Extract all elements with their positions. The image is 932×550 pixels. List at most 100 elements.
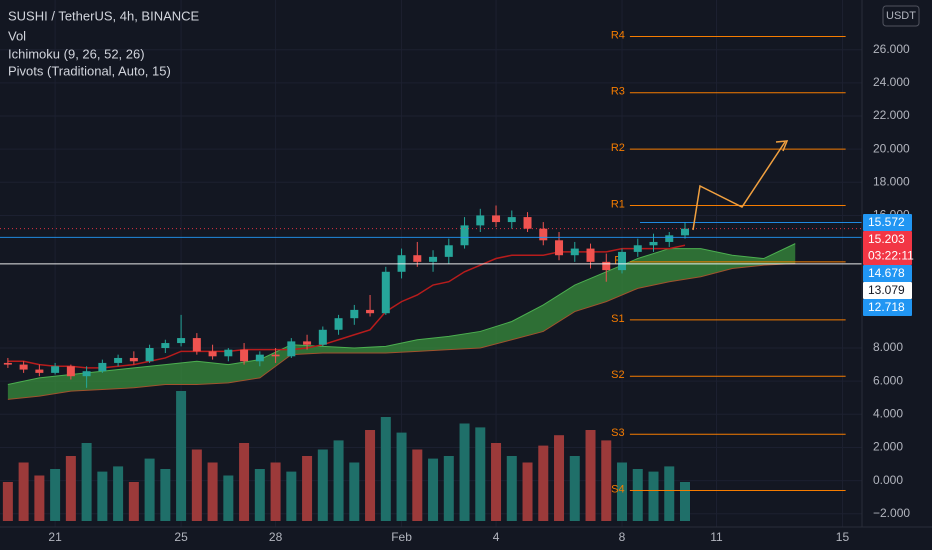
volume-bar (443, 456, 454, 521)
candle-body (66, 366, 75, 377)
candle-body (208, 351, 217, 357)
price-label: 14.678 (868, 266, 905, 280)
volume-bar (428, 458, 439, 521)
candle-body (82, 371, 91, 377)
volume-bar (317, 449, 328, 521)
volume-bar (538, 445, 549, 521)
price-label-box (863, 282, 912, 300)
volume-bar (396, 432, 407, 521)
volume-bar (239, 443, 250, 521)
volume-bar (113, 466, 124, 521)
candle-body (35, 369, 44, 373)
volume-bar (176, 391, 187, 521)
cloud-lower (7, 263, 796, 400)
pivot-label: R3 (611, 86, 625, 98)
x-tick-label: 25 (174, 530, 188, 544)
volume-bar (160, 469, 171, 521)
candle-body (681, 228, 690, 236)
volume-bar (34, 475, 45, 521)
x-tick-label: 15 (836, 530, 850, 544)
candle-body (19, 364, 28, 370)
pivot-label: R1 (611, 198, 625, 210)
volume-bar (270, 462, 281, 521)
volume-bar (506, 456, 517, 521)
volume-bar (191, 449, 202, 521)
y-tick-label: 2.000 (873, 440, 903, 454)
volume-bar (207, 462, 218, 521)
cloud-fill (7, 243, 796, 400)
volume-bar (664, 466, 675, 521)
pivot-label: R2 (611, 142, 625, 154)
trend-arrow (692, 141, 786, 231)
volume-bar (601, 440, 612, 521)
candle-body (192, 338, 201, 352)
volume-bar (333, 440, 344, 521)
price-label-box (863, 265, 912, 283)
price-label-box (863, 299, 912, 317)
candle-body (381, 271, 390, 314)
candle-body (114, 357, 123, 363)
cloud-upper (7, 243, 796, 385)
candle-body (98, 362, 107, 372)
volume-bar (97, 471, 108, 521)
x-tick-label: 11 (710, 530, 723, 544)
volume-bar (475, 427, 486, 521)
candle-body (271, 354, 280, 357)
volume-bar (569, 456, 580, 521)
candle-body (507, 217, 516, 223)
pivot-label: S2 (611, 369, 624, 381)
volume-bar (632, 469, 643, 521)
y-tick-label: 8.000 (873, 340, 903, 354)
candle-body (334, 318, 343, 330)
candle-body (586, 248, 595, 262)
candle-body (665, 235, 674, 242)
price-label: 15.203 (868, 232, 905, 246)
candle-body (413, 255, 422, 262)
candle-body (618, 251, 627, 271)
candle-body (570, 248, 579, 256)
y-tick-label: −2.000 (873, 506, 910, 520)
candle-body (350, 309, 359, 319)
volume-bar (50, 469, 61, 521)
candle-body (555, 240, 564, 256)
volume-bar (18, 462, 29, 521)
y-tick-label: 24.000 (873, 75, 910, 89)
volume-bar (491, 443, 502, 521)
price-label-box (863, 231, 912, 266)
volume-bar (144, 458, 155, 521)
candle-body (51, 366, 60, 373)
candle-body (444, 245, 453, 257)
candle-body (255, 354, 264, 362)
legend-volume: Vol (8, 28, 26, 43)
countdown: 03:22:11 (868, 249, 914, 263)
pivot-label: S1 (611, 313, 624, 325)
candle-body (633, 245, 642, 252)
y-tick-label: 18.000 (873, 174, 910, 188)
volume-bar (81, 443, 92, 521)
x-tick-label: 8 (619, 530, 626, 544)
y-tick-label: 6.000 (873, 373, 903, 387)
volume-bar (585, 430, 596, 521)
volume-bar (365, 430, 376, 521)
candle-body (318, 329, 327, 345)
candle-body (145, 348, 154, 362)
candle-body (3, 362, 12, 365)
candle-body (240, 349, 249, 362)
price-label: 12.718 (868, 300, 905, 314)
candle-body (539, 228, 548, 241)
currency[interactable]: USDT (886, 10, 916, 22)
volume-bar (254, 469, 265, 521)
volume-bar (412, 449, 423, 521)
y-tick-label: 0.000 (873, 473, 903, 487)
volume-bar (648, 471, 659, 521)
volume-bar (65, 456, 76, 521)
candle-body (649, 241, 658, 246)
volume-bar (349, 462, 360, 521)
volume-bar (617, 462, 628, 521)
currency-badge[interactable] (882, 5, 920, 27)
volume-bar (459, 423, 470, 521)
candle-body (303, 341, 312, 345)
arrow-head (775, 140, 789, 152)
